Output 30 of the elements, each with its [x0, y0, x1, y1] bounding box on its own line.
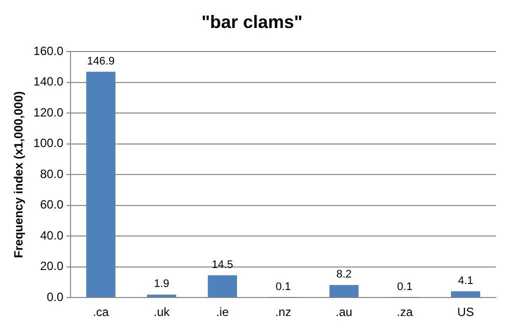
bar	[329, 284, 359, 298]
y-tick-label: 100.0	[33, 136, 64, 150]
x-tick-label: .ca	[92, 305, 110, 320]
y-tick-label: 40.0	[40, 228, 64, 242]
x-tick-label: .za	[396, 305, 414, 320]
data-label: 4.1	[458, 274, 474, 287]
y-tick-label: 60.0	[40, 198, 64, 212]
y-tick-label: 20.0	[40, 259, 64, 274]
y-tick-label: 80.0	[40, 166, 64, 181]
y-tick-label: 140.0	[33, 74, 64, 89]
data-label: 0.1	[397, 280, 412, 293]
y-tick-label: 120.0	[33, 105, 64, 120]
y-tick-label: 160.0	[33, 44, 64, 58]
x-tick-label: .uk	[154, 305, 171, 320]
data-label: 1.9	[154, 278, 170, 290]
bar	[451, 291, 480, 298]
x-tick-label: .au	[336, 305, 352, 320]
chart-title: "bar clams"	[201, 12, 303, 32]
x-tick-label: US	[457, 305, 474, 320]
data-label: 8.2	[336, 268, 352, 281]
y-tick-label: 0.0	[46, 290, 64, 304]
data-label: 14.5	[212, 258, 234, 271]
y-axis-title: Frequency index (x1,000,000)	[12, 91, 26, 258]
data-label: 0.1	[276, 280, 291, 293]
bar	[86, 72, 116, 298]
x-tick-label: .nz	[275, 305, 292, 320]
bar	[147, 294, 176, 298]
data-label: 146.9	[87, 55, 115, 68]
x-tick-label: .ie	[216, 305, 230, 320]
bar	[208, 275, 238, 298]
